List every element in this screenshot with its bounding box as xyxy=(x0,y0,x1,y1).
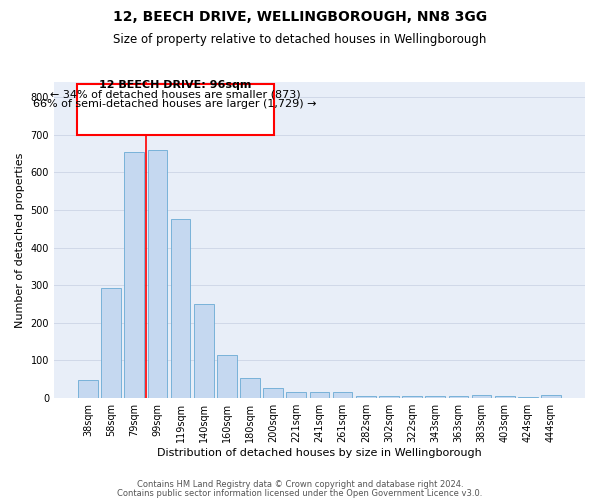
Bar xyxy=(194,304,214,398)
Bar xyxy=(356,396,376,398)
Bar xyxy=(310,392,329,398)
Text: 12, BEECH DRIVE, WELLINGBOROUGH, NN8 3GG: 12, BEECH DRIVE, WELLINGBOROUGH, NN8 3GG xyxy=(113,10,487,24)
Text: 66% of semi-detached houses are larger (1,729) →: 66% of semi-detached houses are larger (… xyxy=(34,98,317,108)
Bar xyxy=(217,356,236,398)
Bar xyxy=(518,397,538,398)
Bar xyxy=(101,288,121,398)
Bar xyxy=(402,396,422,398)
FancyBboxPatch shape xyxy=(77,84,274,135)
Bar xyxy=(541,394,561,398)
Bar xyxy=(472,394,491,398)
Bar xyxy=(449,396,468,398)
Bar xyxy=(379,396,399,398)
Text: 12 BEECH DRIVE: 96sqm: 12 BEECH DRIVE: 96sqm xyxy=(99,80,251,90)
Bar xyxy=(240,378,260,398)
Text: Size of property relative to detached houses in Wellingborough: Size of property relative to detached ho… xyxy=(113,32,487,46)
Text: Contains public sector information licensed under the Open Government Licence v3: Contains public sector information licen… xyxy=(118,488,482,498)
Bar xyxy=(425,396,445,398)
Bar xyxy=(78,380,98,398)
Bar xyxy=(333,392,352,398)
X-axis label: Distribution of detached houses by size in Wellingborough: Distribution of detached houses by size … xyxy=(157,448,482,458)
Text: ← 34% of detached houses are smaller (873): ← 34% of detached houses are smaller (87… xyxy=(50,89,301,99)
Bar xyxy=(124,152,144,398)
Bar xyxy=(148,150,167,398)
Y-axis label: Number of detached properties: Number of detached properties xyxy=(15,152,25,328)
Bar xyxy=(170,220,190,398)
Bar xyxy=(286,392,306,398)
Bar xyxy=(263,388,283,398)
Text: Contains HM Land Registry data © Crown copyright and database right 2024.: Contains HM Land Registry data © Crown c… xyxy=(137,480,463,489)
Bar xyxy=(495,396,515,398)
